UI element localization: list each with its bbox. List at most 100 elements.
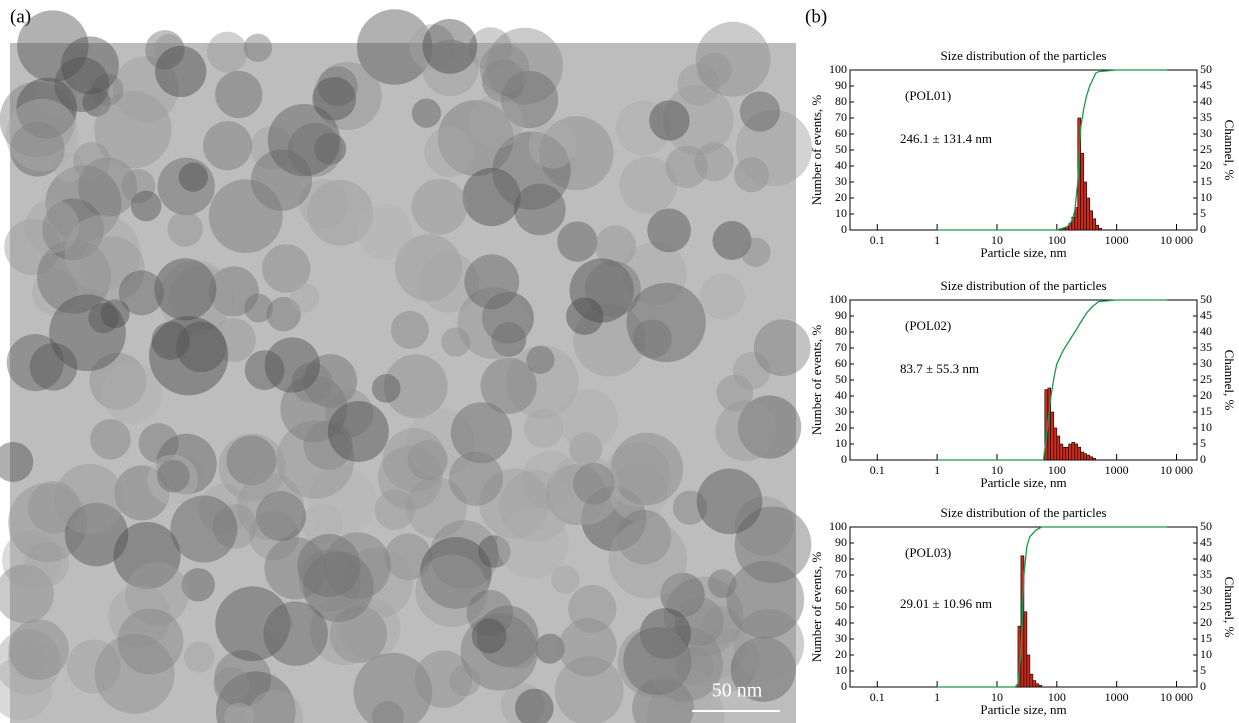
y2-tick-label: 10 bbox=[1200, 190, 1212, 204]
x-tick-label: 0.1 bbox=[870, 463, 885, 477]
particle bbox=[472, 619, 507, 654]
bar bbox=[1093, 219, 1096, 230]
y2-tick-label: 30 bbox=[1200, 356, 1212, 370]
y-tick-label: 60 bbox=[835, 583, 847, 597]
particle bbox=[328, 401, 389, 462]
y-tick-label: 10 bbox=[835, 206, 847, 220]
y-tick-label: 30 bbox=[835, 404, 847, 418]
y-tick-label: 0 bbox=[841, 679, 847, 693]
bar bbox=[1033, 681, 1036, 687]
y2-tick-label: 15 bbox=[1200, 404, 1212, 418]
y-tick-label: 40 bbox=[835, 615, 847, 629]
chart-title: Size distribution of the particles bbox=[940, 278, 1106, 293]
particle bbox=[372, 374, 401, 403]
particle bbox=[422, 19, 477, 74]
particle bbox=[119, 270, 164, 315]
x-tick-label: 10 000 bbox=[1160, 463, 1193, 477]
panel-label: (b) bbox=[805, 6, 827, 27]
y-tick-label: 90 bbox=[835, 78, 847, 92]
x-axis-label: Particle size, nm bbox=[980, 245, 1066, 260]
particle bbox=[697, 52, 732, 87]
y-tick-label: 30 bbox=[835, 631, 847, 645]
particle bbox=[424, 127, 474, 177]
bar bbox=[1084, 182, 1087, 230]
particle bbox=[529, 121, 577, 169]
particle bbox=[568, 585, 616, 633]
y-axis-label: Number of events, % bbox=[809, 325, 824, 436]
y2-tick-label: 50 bbox=[1200, 62, 1212, 76]
particle bbox=[412, 179, 468, 235]
y-tick-label: 80 bbox=[835, 94, 847, 108]
particle bbox=[449, 665, 480, 696]
particle bbox=[61, 36, 119, 94]
y2-tick-label: 40 bbox=[1200, 324, 1212, 338]
x-tick-label: 0.1 bbox=[870, 233, 885, 247]
tem-image bbox=[0, 9, 812, 723]
y2-tick-label: 45 bbox=[1200, 78, 1212, 92]
y-tick-label: 50 bbox=[835, 142, 847, 156]
y-tick-label: 10 bbox=[835, 436, 847, 450]
y2-tick-label: 35 bbox=[1200, 110, 1212, 124]
y2-tick-label: 10 bbox=[1200, 420, 1212, 434]
bar bbox=[1057, 436, 1060, 460]
x-tick-label: 1 bbox=[934, 463, 940, 477]
bar bbox=[1087, 455, 1090, 460]
sample-label: (POL01) bbox=[905, 88, 951, 103]
x-tick-label: 10 bbox=[991, 233, 1003, 247]
bar bbox=[1027, 655, 1030, 687]
bar bbox=[1096, 225, 1099, 230]
particle bbox=[716, 401, 776, 461]
y2-tick-label: 45 bbox=[1200, 535, 1212, 549]
bar bbox=[1090, 211, 1093, 230]
y2-tick-label: 5 bbox=[1200, 206, 1206, 220]
y2-axis-label: Channel, % bbox=[1222, 577, 1237, 638]
particle bbox=[378, 446, 443, 511]
particle bbox=[118, 608, 184, 674]
bar bbox=[1030, 674, 1033, 687]
particle bbox=[754, 319, 811, 376]
particle bbox=[263, 601, 327, 665]
y2-tick-label: 30 bbox=[1200, 126, 1212, 140]
y2-tick-label: 40 bbox=[1200, 551, 1212, 565]
y-tick-label: 50 bbox=[835, 599, 847, 613]
bar bbox=[1060, 444, 1063, 460]
y-tick-label: 50 bbox=[835, 372, 847, 386]
particle bbox=[740, 91, 780, 131]
y2-tick-label: 40 bbox=[1200, 94, 1212, 108]
bar bbox=[1024, 612, 1027, 687]
particle bbox=[697, 469, 763, 535]
particle bbox=[741, 238, 770, 267]
particle bbox=[449, 452, 503, 506]
particle bbox=[497, 507, 568, 578]
y-tick-label: 60 bbox=[835, 126, 847, 140]
bar bbox=[1081, 153, 1084, 230]
x-tick-label: 10 000 bbox=[1160, 233, 1193, 247]
y2-tick-label: 35 bbox=[1200, 567, 1212, 581]
x-tick-label: 100 bbox=[1048, 690, 1066, 704]
particle bbox=[573, 463, 615, 505]
y2-tick-label: 45 bbox=[1200, 308, 1212, 322]
y2-tick-label: 30 bbox=[1200, 583, 1212, 597]
y2-tick-label: 5 bbox=[1200, 663, 1206, 677]
particle bbox=[73, 142, 111, 180]
particle bbox=[700, 274, 745, 319]
y2-tick-label: 0 bbox=[1200, 452, 1206, 466]
bar bbox=[1054, 428, 1057, 460]
y2-tick-label: 25 bbox=[1200, 599, 1212, 613]
y-tick-label: 60 bbox=[835, 356, 847, 370]
particle bbox=[215, 71, 262, 118]
particle bbox=[244, 34, 272, 62]
particle bbox=[726, 561, 804, 639]
y2-tick-label: 15 bbox=[1200, 174, 1212, 188]
bar bbox=[1099, 228, 1102, 230]
particle bbox=[412, 99, 441, 128]
y2-tick-label: 20 bbox=[1200, 615, 1212, 629]
particle bbox=[647, 208, 691, 252]
particle bbox=[244, 294, 273, 323]
x-tick-label: 1000 bbox=[1105, 463, 1129, 477]
y2-axis-label: Channel, % bbox=[1222, 120, 1237, 181]
particle bbox=[207, 32, 248, 73]
y-tick-label: 70 bbox=[835, 567, 847, 581]
particle bbox=[237, 473, 304, 540]
plot-frame bbox=[850, 300, 1197, 460]
